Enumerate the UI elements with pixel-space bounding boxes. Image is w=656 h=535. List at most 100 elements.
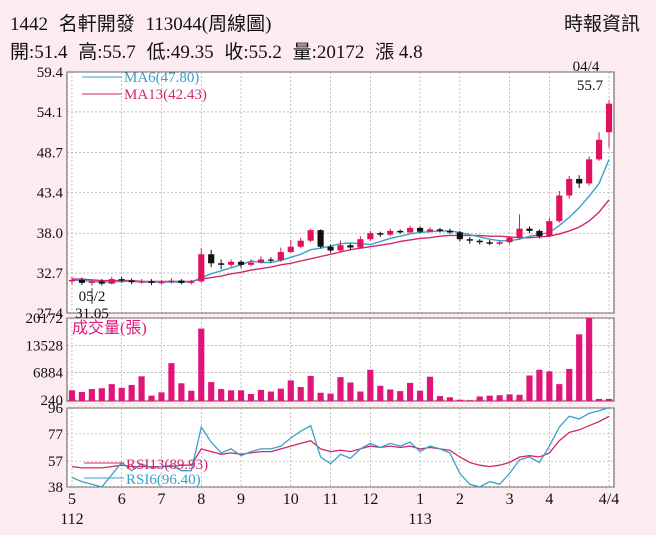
volume-bar xyxy=(466,400,473,401)
candle-body xyxy=(68,279,76,282)
candle-body xyxy=(586,159,593,184)
candle-body xyxy=(556,195,563,222)
y-tick-label: 27.4 xyxy=(37,306,64,322)
volume-bar xyxy=(357,391,364,401)
candle-body xyxy=(208,254,215,264)
y-tick-label: 32.7 xyxy=(37,266,64,282)
volume-bar xyxy=(267,391,274,401)
volume-bar xyxy=(526,375,533,401)
candle-body xyxy=(307,230,314,241)
volume-bar xyxy=(237,390,245,401)
volume-bar xyxy=(426,376,434,401)
header-line-1: 1442 名軒開發 113044(周線圖) xyxy=(10,9,277,36)
x-tick-label: 4/4 xyxy=(599,491,619,508)
volume-bar xyxy=(208,382,215,401)
volume-bar xyxy=(436,396,444,401)
candle-body xyxy=(566,178,573,196)
header-line-2: 開:51.4 高:55.7 低:49.35 收:55.2 量:20172 漲 4… xyxy=(10,37,429,64)
volume-bar xyxy=(377,385,384,401)
volume-bar xyxy=(287,380,294,401)
y-tick-label: 54.1 xyxy=(37,105,63,121)
volume-bar xyxy=(546,371,553,401)
x-tick-label: 1 xyxy=(416,491,424,508)
volume-bar xyxy=(247,394,255,401)
candle-body xyxy=(158,282,165,284)
candle-body xyxy=(218,263,225,265)
year-label: 112 xyxy=(60,511,83,528)
y-tick-label: 77 xyxy=(48,427,64,443)
candle-body xyxy=(138,281,145,283)
volume-bar xyxy=(108,384,115,401)
candle-body xyxy=(178,280,185,283)
candle-body xyxy=(287,246,294,252)
volume-bar xyxy=(128,384,135,401)
source-label: 時報資訊 xyxy=(563,14,640,35)
ma6-legend: MA6(47.80) xyxy=(124,70,199,86)
candle-body xyxy=(108,279,115,284)
candle-body xyxy=(377,233,384,235)
x-tick-label: 5 xyxy=(68,491,76,508)
candle-body xyxy=(188,281,195,283)
candle-body xyxy=(347,245,354,248)
rsi6-line xyxy=(71,406,610,488)
low-value-label: 31.05 xyxy=(75,306,109,322)
volume-title: 成交量(張) xyxy=(72,319,147,337)
close-price: 收:55.2 xyxy=(224,42,282,63)
x-tick-label: 6 xyxy=(118,491,126,508)
y-tick-label: 96 xyxy=(48,401,64,417)
candle-body xyxy=(297,240,304,247)
candle-body xyxy=(576,178,583,184)
volume-bar xyxy=(178,383,185,401)
candle-body xyxy=(247,262,255,265)
volume-bar xyxy=(337,377,344,401)
y-tick-label: 13528 xyxy=(26,338,64,354)
high-value-label: 55.7 xyxy=(577,78,604,94)
volume-bar xyxy=(98,388,105,401)
volume-bar xyxy=(228,390,235,401)
high-price: 高:55.7 xyxy=(78,42,136,63)
candle-body xyxy=(228,261,235,265)
candle-body xyxy=(416,227,424,232)
candle-body xyxy=(327,246,334,251)
year-label: 113 xyxy=(408,511,431,528)
volume-bar xyxy=(327,393,334,401)
volume-bar xyxy=(317,392,324,401)
candle-body xyxy=(506,237,513,243)
candle-body xyxy=(466,239,473,241)
x-tick-label: 3 xyxy=(506,491,514,508)
y-tick-label: 43.4 xyxy=(37,186,64,202)
volume-bar xyxy=(476,396,483,401)
x-tick-label: 11 xyxy=(323,491,338,508)
x-tick-label: 12 xyxy=(362,491,378,508)
candle-body xyxy=(317,230,324,247)
volume-bar xyxy=(168,363,175,401)
volume-bar xyxy=(506,394,513,401)
volume-bar xyxy=(78,391,86,401)
stock-name: 名軒開發 xyxy=(58,14,135,35)
candle-body xyxy=(357,239,364,248)
volume-bar xyxy=(576,334,583,401)
candle-body xyxy=(78,279,86,283)
x-tick-label: 8 xyxy=(197,491,205,508)
candle-body xyxy=(277,251,284,261)
candle-body xyxy=(436,229,444,231)
volume-bar xyxy=(347,382,354,401)
y-tick-label: 6884 xyxy=(33,366,64,382)
price-change: 漲 4.8 xyxy=(375,42,423,63)
candle-body xyxy=(516,228,523,238)
volume-bar xyxy=(416,390,424,401)
volume-bar xyxy=(188,390,195,401)
x-tick-label: 10 xyxy=(283,491,299,508)
volume-bar xyxy=(566,368,573,401)
candle-body xyxy=(387,230,394,235)
volume-bar xyxy=(456,399,463,401)
stock-code: 1442 xyxy=(10,14,48,35)
volume-bar xyxy=(257,389,265,401)
candle-body xyxy=(337,245,344,251)
volume-bar xyxy=(218,389,225,401)
y-tick-label: 48.7 xyxy=(37,146,64,162)
volume-bar xyxy=(297,387,304,401)
candle-body xyxy=(426,229,434,232)
candle-body xyxy=(98,281,105,284)
